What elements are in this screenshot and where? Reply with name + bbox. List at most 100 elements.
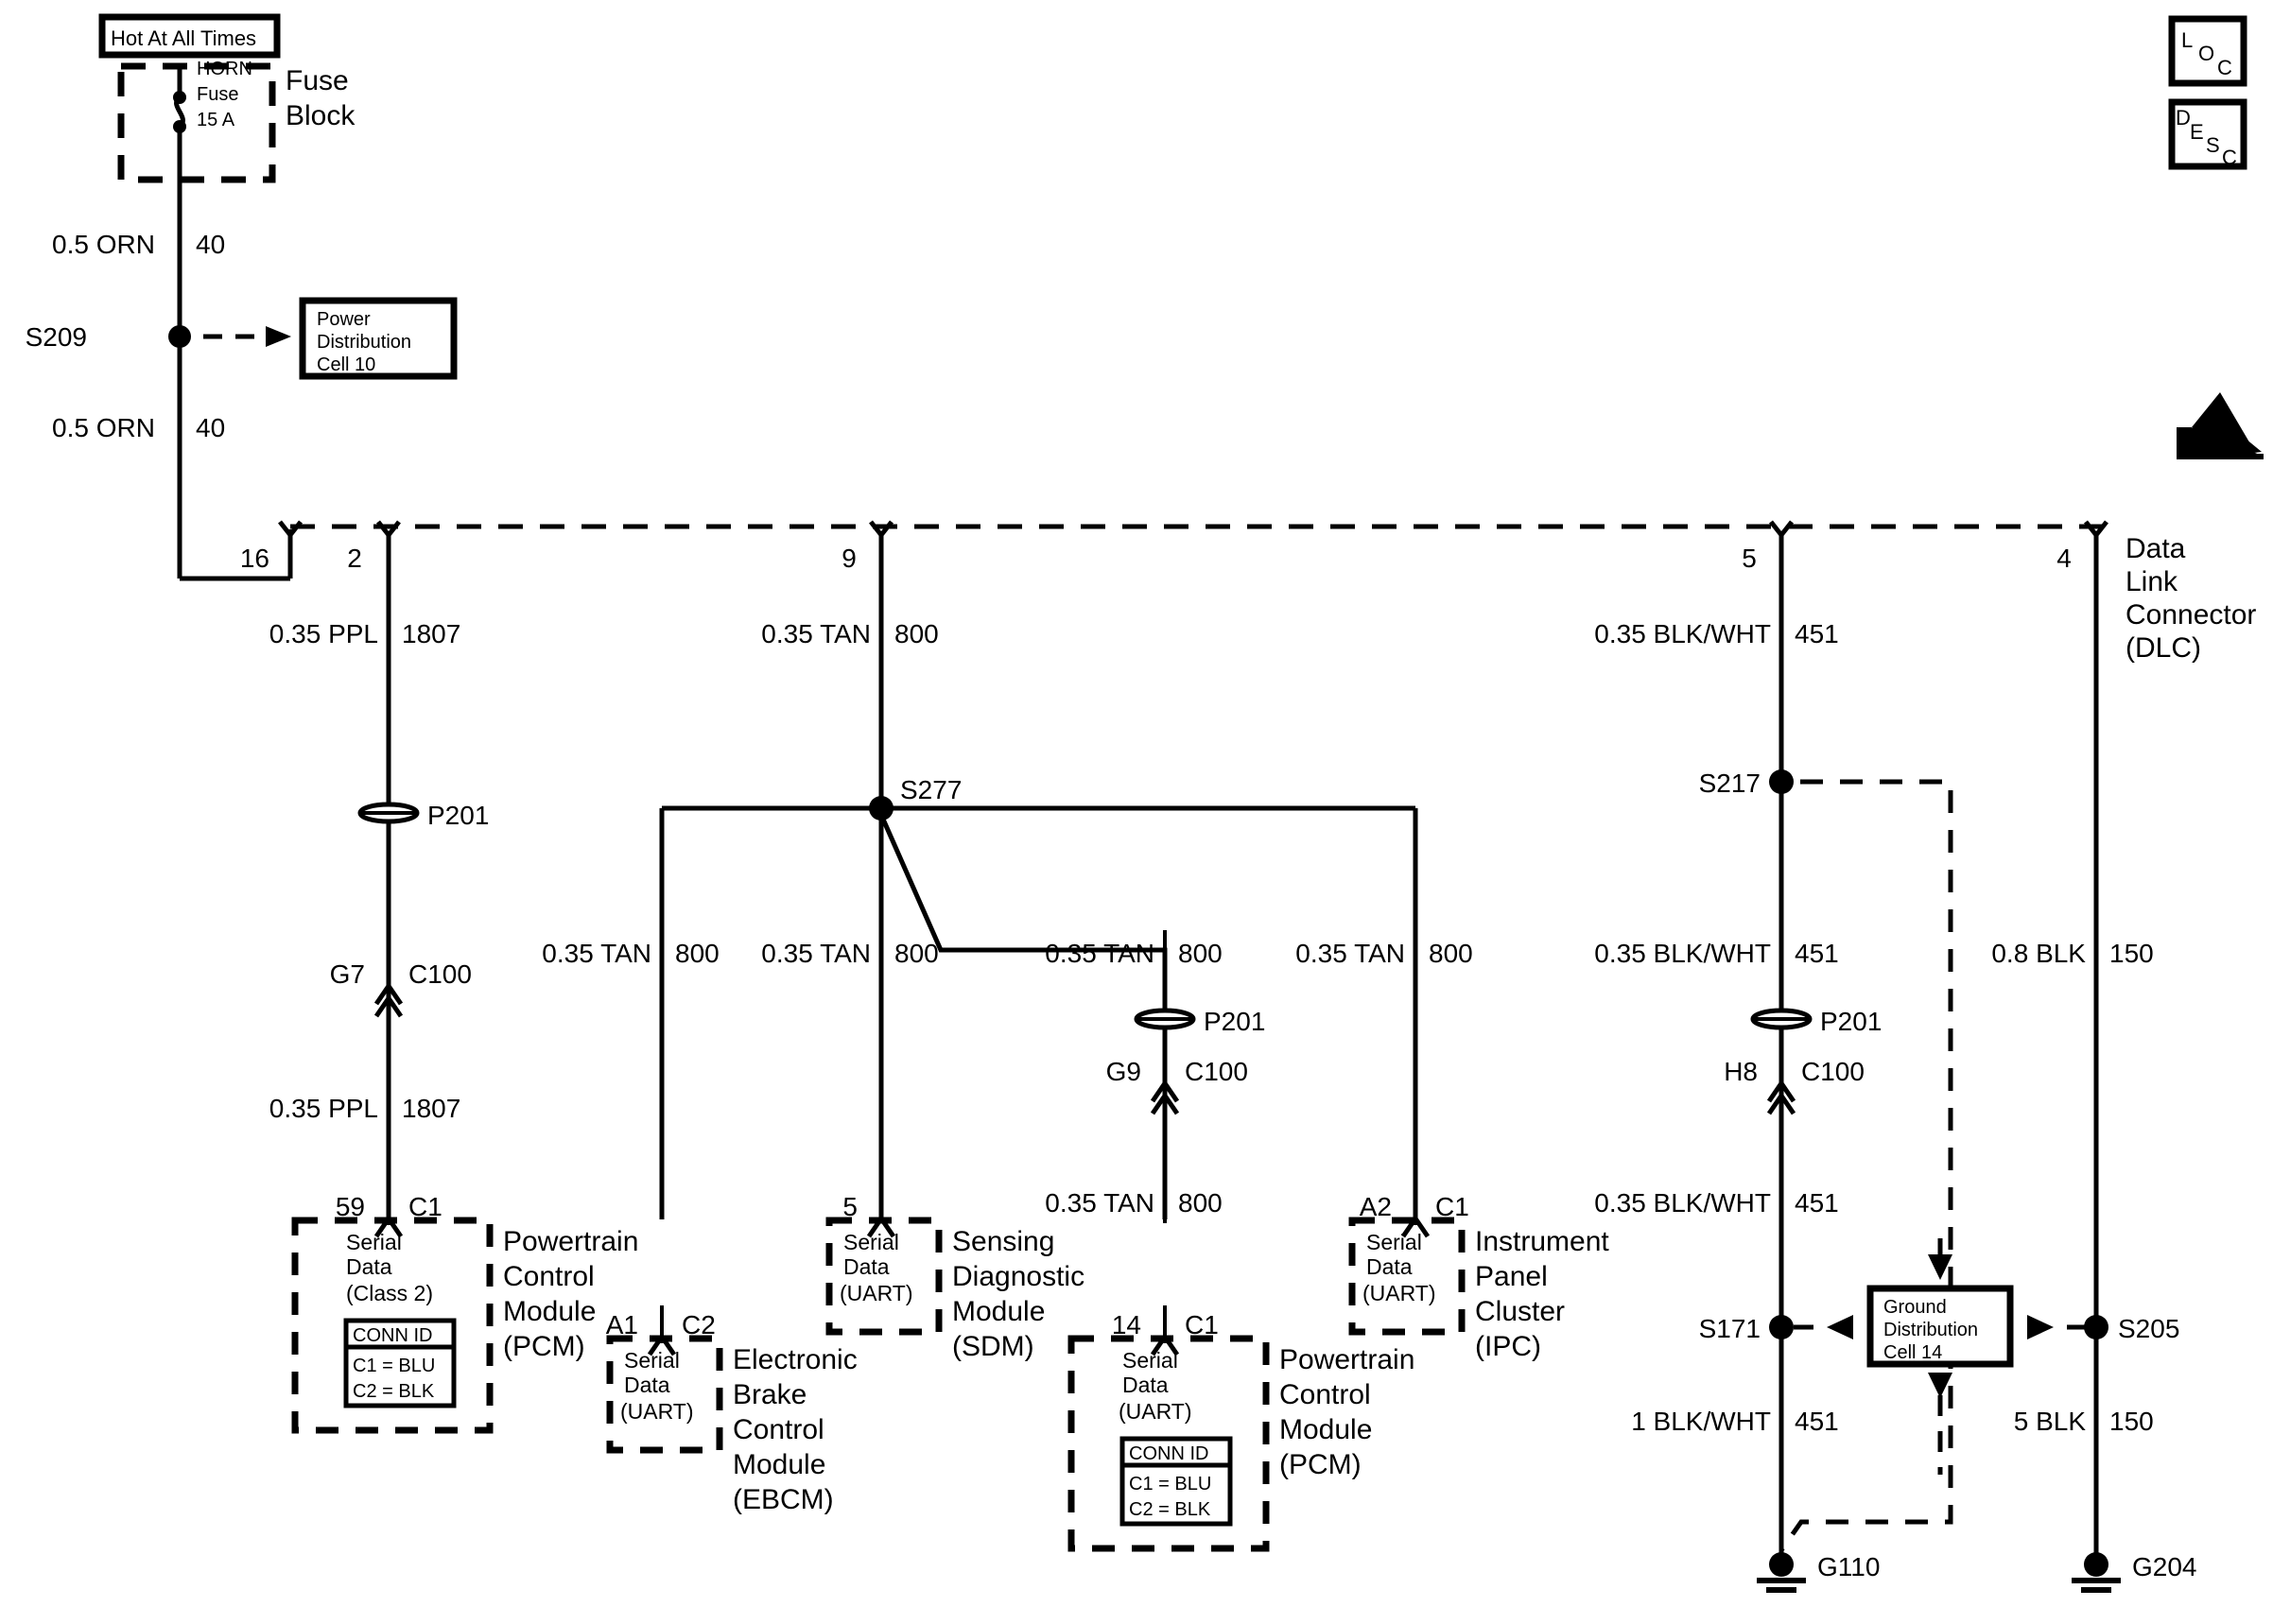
- ground-g110-dot: [1769, 1552, 1794, 1577]
- pcm-uart-pin: 14: [1112, 1310, 1141, 1339]
- module-ebcm[interactable]: A1 C2 Serial Data (UART) Electronic Brak…: [606, 1305, 858, 1515]
- ppl-top-gauge: 0.35 PPL: [269, 619, 378, 648]
- splice-s205-dot: [2084, 1315, 2108, 1339]
- desc-letter-3: C: [2222, 146, 2237, 169]
- connector-p201-left[interactable]: P201: [357, 801, 489, 830]
- ground-g110[interactable]: G110: [1757, 1552, 1880, 1593]
- tan-pcm2-upper-circuit: 800: [1178, 939, 1223, 968]
- sdm-inner-1: Serial: [843, 1230, 899, 1254]
- dlc-pin-4-label: 4: [2056, 544, 2072, 573]
- dlc-connector[interactable]: 16 2 9 5 4 Data Link Connector (DLC): [240, 520, 2257, 1564]
- tan-sdm-circuit: 800: [894, 939, 939, 968]
- sdm-title-2: Diagnostic: [952, 1261, 1084, 1292]
- wire-label-blk-bottom: 5 BLK 150: [2014, 1398, 2154, 1442]
- ebcm-title-4: Module: [733, 1449, 825, 1480]
- s217-dashed-link: [1778, 779, 1953, 1552]
- wire-tan-pcm2: [878, 813, 1168, 1219]
- dlc-pin-5-label: 5: [1742, 544, 1757, 573]
- power-distribution-ref-box[interactable]: Power Distribution Cell 10: [299, 297, 458, 380]
- splice-s217-group: S217: [1699, 769, 1953, 1552]
- blkwht-bottom-circuit: 451: [1795, 1407, 1839, 1436]
- wire-label-blkwht-bottom: 1 BLK/WHT 451: [1631, 1398, 1839, 1442]
- splice-s209: S209: [26, 322, 291, 352]
- ipc-pin: A2: [1360, 1192, 1392, 1221]
- connector-c100-h8[interactable]: H8 C100: [1724, 1051, 1865, 1115]
- ground-g204[interactable]: G204: [2072, 1552, 2197, 1593]
- module-pcm-class2[interactable]: 59 C1 Serial Data (Class 2) CONN ID C1 =…: [291, 1187, 638, 1434]
- ref-arrow-icon: [266, 326, 291, 347]
- loc-button[interactable]: L O C: [2168, 15, 2247, 87]
- wire-label-tan-ebcm: 0.35 TAN 800: [542, 930, 720, 974]
- ipc-title-3: Cluster: [1475, 1296, 1565, 1327]
- splice-s277-label: S277: [900, 775, 962, 804]
- wire-label-ppl-bottom: 0.35 PPL 1807: [269, 1085, 460, 1129]
- dlc-pin-2-label: 2: [347, 544, 362, 573]
- orn-lower-circuit: 40: [196, 413, 225, 442]
- pcm-class2-conn: C1: [408, 1192, 442, 1221]
- ground-distribution-ref-box[interactable]: [1866, 1285, 2014, 1368]
- pcm-class2-inner-2: Data: [346, 1254, 392, 1279]
- pcm-class2-pin: 59: [336, 1192, 365, 1221]
- ebcm-outline: [606, 1335, 723, 1454]
- ebcm-title-2: Brake: [733, 1379, 807, 1410]
- pcm-class2-title-2: Control: [503, 1261, 595, 1292]
- wire-label-tan-pcm2-upper: 0.35 TAN 800: [1045, 930, 1223, 974]
- tan-dlc-circuit: 800: [894, 619, 939, 648]
- module-sdm[interactable]: 5 Serial Data (UART) Sensing Diagnostic …: [825, 1192, 1084, 1362]
- c100-g9-chevron-2: [1150, 1091, 1180, 1115]
- module-ipc[interactable]: A2 C1 Serial Data (UART) Instrument Pane…: [1348, 1187, 1609, 1362]
- pd-ref-line3: Cell 10: [317, 354, 375, 375]
- pcm-class2-outline: [291, 1217, 494, 1434]
- splice-s209-dot: [168, 325, 191, 348]
- sdm-inner-2: Data: [843, 1254, 890, 1279]
- blkwht-top-gauge: 0.35 BLK/WHT: [1594, 619, 1771, 648]
- desc-button[interactable]: D E S C: [2168, 98, 2247, 170]
- connector-p201-mid[interactable]: P201: [1134, 1007, 1265, 1036]
- splice-s171-label: S171: [1699, 1314, 1761, 1343]
- blkwht-bottom-gauge: 1 BLK/WHT: [1631, 1407, 1771, 1436]
- c100-h8-name: C100: [1801, 1057, 1865, 1086]
- pcm-class2-conn-id-table: CONN ID C1 = BLU C2 = BLK: [343, 1318, 457, 1408]
- connector-c100-g9[interactable]: G9 C100: [1106, 1051, 1248, 1115]
- wire-label-blkwht-mid: 0.35 BLK/WHT 451: [1594, 930, 1839, 974]
- ground-g110-label: G110: [1817, 1552, 1880, 1581]
- sdm-pin: 5: [842, 1192, 858, 1221]
- ebcm-inner-2: Data: [624, 1373, 670, 1397]
- ground-g204-label: G204: [2132, 1552, 2197, 1581]
- pcm-uart-inner-3: (UART): [1119, 1399, 1192, 1424]
- connector-p201-right[interactable]: P201: [1750, 1007, 1882, 1036]
- hot-at-all-times-box: Hot At All Times: [98, 13, 281, 59]
- orn-lower-gauge: 0.5 ORN: [52, 413, 155, 442]
- loc-letter-2: C: [2217, 56, 2232, 79]
- pcm-uart-conn: C1: [1185, 1310, 1219, 1339]
- pd-ref-line1: Power: [317, 309, 371, 330]
- ppl-bottom-gauge: 0.35 PPL: [269, 1094, 378, 1123]
- fuse-block: HORN Fuse 15 A Fuse Block: [117, 59, 356, 183]
- connector-c100-g7[interactable]: G7 C100: [330, 953, 472, 1018]
- ground-distribution-group: S171 Ground Distribution Cell 14 S205: [1699, 1238, 2179, 1475]
- pcm-class2-title-3: Module: [503, 1296, 596, 1327]
- wire-label-blkwht-top: 0.35 BLK/WHT 451: [1594, 611, 1839, 654]
- sdm-outline: [825, 1217, 943, 1336]
- c100-g7-name: C100: [408, 959, 472, 989]
- gd-arrow-right-icon: [2027, 1315, 2054, 1339]
- sdm-title-1: Sensing: [952, 1226, 1054, 1257]
- wire-label-tan-pcm2-lower: 0.35 TAN 800: [1045, 1180, 1223, 1223]
- module-pcm-uart[interactable]: 14 C1 Serial Data (UART) CONN ID C1 = BL…: [1067, 1305, 1414, 1552]
- esd-sensitive-icon: [2177, 392, 2264, 459]
- tan-dlc-gauge: 0.35 TAN: [761, 619, 871, 648]
- wire-label-tan-ipc: 0.35 TAN 800: [1295, 930, 1473, 974]
- pcm-class2-inner-1: Serial: [346, 1230, 402, 1254]
- ipc-conn: C1: [1435, 1192, 1469, 1221]
- pd-ref-line2: Distribution: [317, 332, 411, 353]
- wire-label-tan-sdm: 0.35 TAN 800: [761, 930, 939, 974]
- dlc-title-1: Data: [2126, 533, 2186, 564]
- sdm-title-4: (SDM): [952, 1331, 1034, 1362]
- pcm-uart-inner-2: Data: [1122, 1373, 1169, 1397]
- gd-arrow-left-icon: [1827, 1315, 1853, 1339]
- tan-ipc-circuit: 800: [1429, 939, 1473, 968]
- ebcm-pin: A1: [606, 1310, 638, 1339]
- ground-g204-dot: [2084, 1552, 2108, 1577]
- fuse-rating-label: 15 A: [197, 110, 235, 130]
